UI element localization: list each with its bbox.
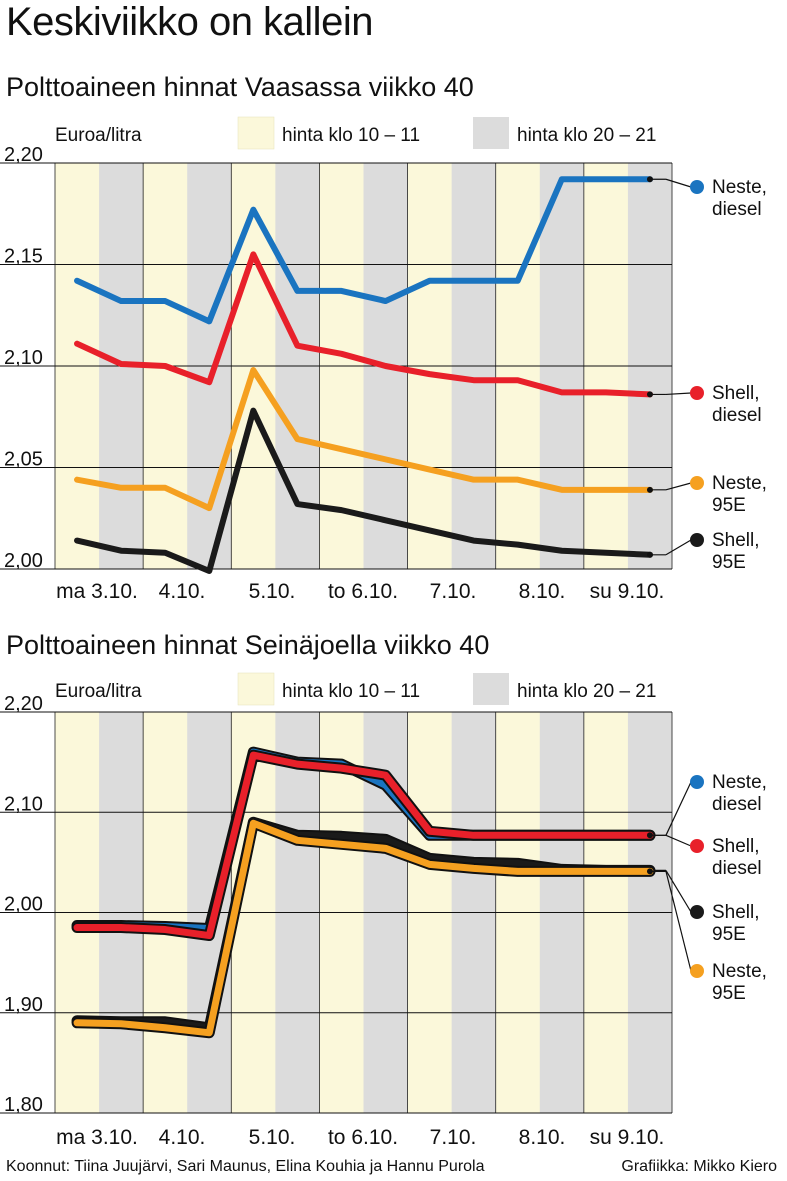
series-legend-dot	[690, 775, 704, 789]
x-tick-label: 5.10.	[249, 580, 296, 603]
leader-line	[665, 871, 692, 972]
y-tick-label: 2,20	[4, 144, 43, 166]
legend-day-label: hinta klo 10 – 11	[282, 125, 420, 146]
series-label-line-1: Neste,	[712, 177, 767, 198]
series-label-line-1: Shell,	[712, 902, 760, 923]
x-tick-label: to 6.10.	[328, 580, 398, 603]
series-label-line-1: Neste,	[712, 772, 767, 793]
leader-line	[665, 178, 692, 188]
series-legend-dot	[690, 180, 704, 194]
x-tick-label: ma 3.10.	[56, 580, 138, 603]
x-tick-label: 4.10.	[159, 580, 206, 603]
chart-title-vaasa: Polttoaineen hinnat Vaasassa viikko 40	[6, 72, 474, 102]
legend-day-label: hinta klo 10 – 11	[282, 681, 420, 702]
x-tick-label: su 9.10.	[590, 1126, 665, 1149]
series-line-neste-95e	[74, 367, 653, 512]
y-axis-label: Euroa/litra	[55, 681, 142, 702]
series-label-line-2: 95E	[712, 983, 746, 1004]
x-tick-label: 4.10.	[159, 1126, 206, 1149]
y-tick-label: 1,80	[4, 1094, 43, 1116]
series-legend-dot	[690, 386, 704, 400]
series-label-line-1: Shell,	[712, 383, 760, 404]
series-line-shell-95e	[74, 407, 653, 575]
x-tick-label: 8.10.	[519, 580, 566, 603]
legend-night-swatch	[473, 117, 509, 149]
legend-day-swatch	[237, 672, 275, 706]
series-label-line-2: diesel	[712, 858, 762, 879]
y-tick-label: 2,15	[4, 246, 43, 268]
y-tick-label: 2,10	[4, 793, 43, 815]
series-legend-dot	[690, 905, 704, 919]
leader-line	[665, 834, 692, 847]
series-label-line-2: diesel	[712, 794, 762, 815]
legend-night-label: hinta klo 20 – 21	[517, 125, 656, 146]
series-label-line-1: Shell,	[712, 836, 760, 857]
x-tick-label: su 9.10.	[590, 580, 665, 603]
x-tick-label: to 6.10.	[328, 1126, 398, 1149]
series-line-shell-diesel	[74, 251, 653, 398]
series-legend-dot	[690, 476, 704, 490]
x-tick-label: 8.10.	[519, 1126, 566, 1149]
x-tick-label: ma 3.10.	[56, 1126, 138, 1149]
series-label-line-1: Neste,	[712, 961, 767, 982]
series-label-line-2: 95E	[712, 924, 746, 945]
legend-day-swatch	[237, 116, 275, 150]
series-line-shell-diesel	[73, 751, 654, 940]
leader-line	[665, 539, 692, 556]
x-tick-label: 7.10.	[430, 1126, 477, 1149]
leader-line	[665, 482, 692, 491]
chart-title-seinajoki: Polttoaineen hinnat Seinäjoella viikko 4…	[6, 630, 490, 660]
leader-line	[665, 392, 692, 396]
x-tick-label: 5.10.	[249, 1126, 296, 1149]
series-label-line-1: Neste,	[712, 473, 767, 494]
legend-night-swatch	[473, 673, 509, 705]
series-line-neste-95e	[73, 819, 654, 1037]
footer-credits: Koonnut: Tiina Juujärvi, Sari Maunus, El…	[6, 1158, 485, 1175]
x-tick-label: 7.10.	[430, 580, 477, 603]
series-label-line-2: 95E	[712, 495, 746, 516]
series-label-line-2: diesel	[712, 199, 762, 220]
y-tick-label: 2,00	[4, 894, 43, 916]
y-tick-label: 1,90	[4, 994, 43, 1016]
legend-night-label: hinta klo 20 – 21	[517, 681, 656, 702]
y-tick-label: 2,05	[4, 449, 43, 471]
series-legend-dot	[690, 533, 704, 547]
leader-line	[665, 781, 692, 836]
y-tick-label: 2,10	[4, 347, 43, 369]
series-label-line-2: 95E	[712, 552, 746, 573]
series-line-neste-diesel	[74, 176, 653, 325]
leader-line	[665, 870, 692, 913]
series-legend-dot	[690, 964, 704, 978]
main-title: Keskiviikko on kallein	[6, 0, 373, 44]
series-label-line-2: diesel	[712, 405, 762, 426]
y-tick-label: 2,00	[4, 550, 43, 572]
y-axis-label: Euroa/litra	[55, 125, 142, 146]
y-tick-label: 2,20	[4, 693, 43, 715]
series-label-line-1: Shell,	[712, 530, 760, 551]
series-legend-dot	[690, 839, 704, 853]
footer-graphics: Grafiikka: Mikko Kiero	[621, 1158, 777, 1175]
